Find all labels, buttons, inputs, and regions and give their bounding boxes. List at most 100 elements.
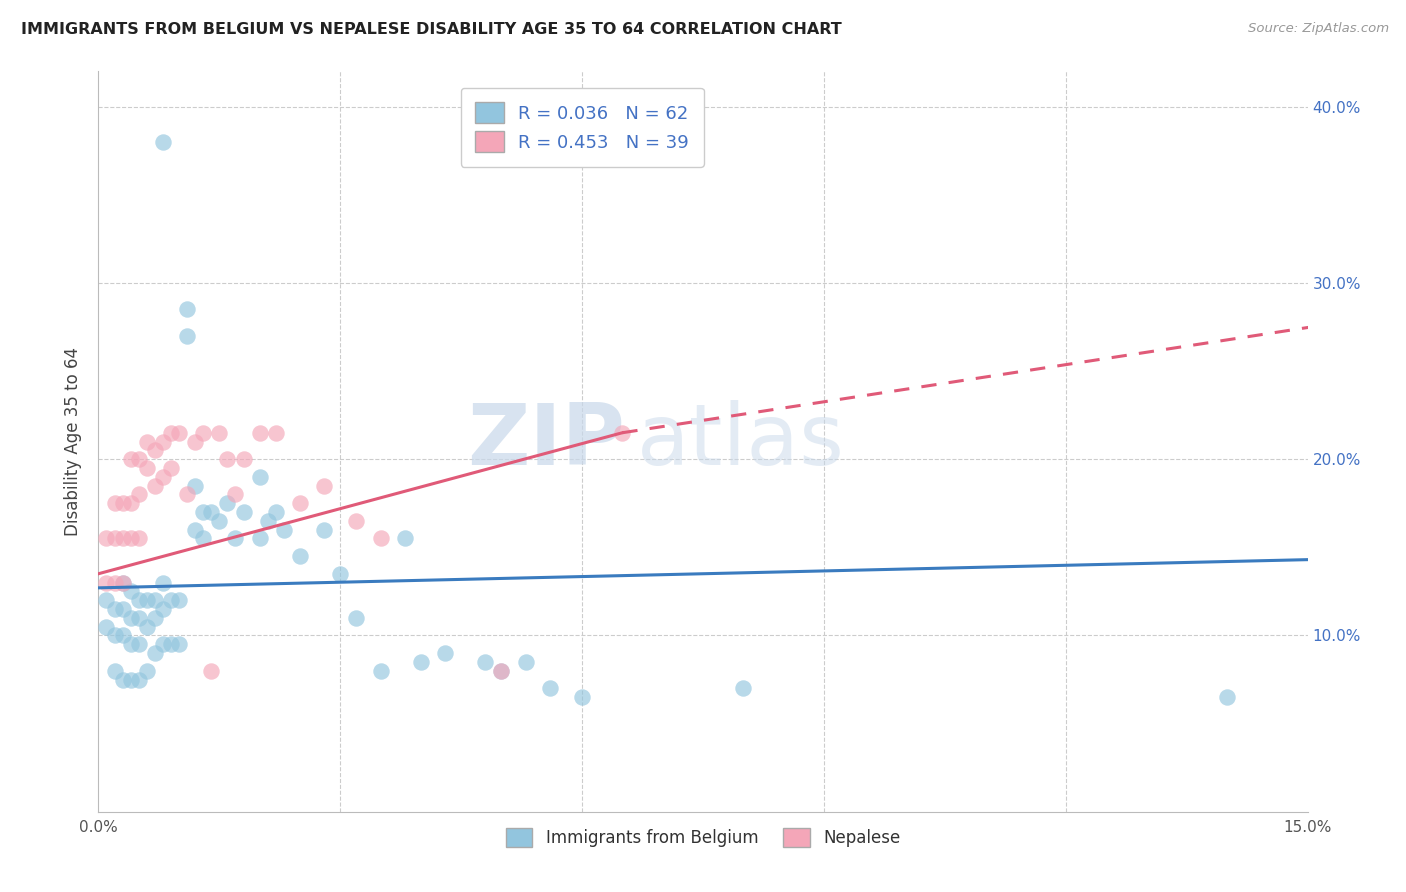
Point xyxy=(273,523,295,537)
Point xyxy=(152,470,174,484)
Point xyxy=(217,496,239,510)
Point xyxy=(224,487,246,501)
Point xyxy=(111,532,134,546)
Point xyxy=(256,514,278,528)
Point xyxy=(249,532,271,546)
Point xyxy=(103,628,125,642)
Point xyxy=(152,637,174,651)
Point xyxy=(314,523,336,537)
Point xyxy=(160,593,183,607)
Point xyxy=(232,452,254,467)
Y-axis label: Disability Age 35 to 64: Disability Age 35 to 64 xyxy=(65,347,83,536)
Point xyxy=(288,496,311,510)
Point xyxy=(176,302,198,317)
Point xyxy=(111,673,134,687)
Point xyxy=(208,425,231,440)
Point xyxy=(232,505,254,519)
Point xyxy=(409,655,432,669)
Point xyxy=(96,593,118,607)
Point xyxy=(111,575,134,590)
Point xyxy=(103,532,125,546)
Point xyxy=(120,584,142,599)
Text: IMMIGRANTS FROM BELGIUM VS NEPALESE DISABILITY AGE 35 TO 64 CORRELATION CHART: IMMIGRANTS FROM BELGIUM VS NEPALESE DISA… xyxy=(21,22,842,37)
Point xyxy=(143,478,166,492)
Point xyxy=(1216,690,1239,705)
Point xyxy=(538,681,561,696)
Point xyxy=(571,690,593,705)
Point xyxy=(143,646,166,660)
Point xyxy=(344,514,367,528)
Point xyxy=(120,496,142,510)
Point xyxy=(128,487,150,501)
Point xyxy=(208,514,231,528)
Point xyxy=(200,505,222,519)
Point xyxy=(152,135,174,149)
Point xyxy=(184,434,207,449)
Point xyxy=(111,602,134,616)
Point xyxy=(264,505,287,519)
Point xyxy=(167,593,190,607)
Point xyxy=(515,655,537,669)
Point xyxy=(434,646,457,660)
Point xyxy=(120,532,142,546)
Legend: Immigrants from Belgium, Nepalese: Immigrants from Belgium, Nepalese xyxy=(498,819,908,855)
Point xyxy=(128,637,150,651)
Point xyxy=(96,532,118,546)
Point xyxy=(249,425,271,440)
Point xyxy=(288,549,311,563)
Point xyxy=(193,505,215,519)
Point xyxy=(160,461,183,475)
Point xyxy=(111,496,134,510)
Point xyxy=(193,425,215,440)
Point xyxy=(152,602,174,616)
Point xyxy=(96,575,118,590)
Point xyxy=(474,655,496,669)
Point xyxy=(167,637,190,651)
Point xyxy=(143,443,166,458)
Point xyxy=(128,532,150,546)
Point xyxy=(176,328,198,343)
Point xyxy=(103,602,125,616)
Point xyxy=(103,664,125,678)
Text: Source: ZipAtlas.com: Source: ZipAtlas.com xyxy=(1249,22,1389,36)
Point xyxy=(103,575,125,590)
Point xyxy=(135,664,157,678)
Point xyxy=(612,425,634,440)
Point xyxy=(200,664,222,678)
Point xyxy=(135,461,157,475)
Point xyxy=(160,425,183,440)
Point xyxy=(120,611,142,625)
Point xyxy=(176,487,198,501)
Point xyxy=(128,593,150,607)
Point xyxy=(491,664,513,678)
Point xyxy=(314,478,336,492)
Point xyxy=(111,628,134,642)
Point xyxy=(120,637,142,651)
Point xyxy=(264,425,287,440)
Point xyxy=(128,452,150,467)
Point xyxy=(128,611,150,625)
Point xyxy=(217,452,239,467)
Point xyxy=(193,532,215,546)
Point xyxy=(249,470,271,484)
Point xyxy=(103,496,125,510)
Point xyxy=(96,619,118,633)
Point xyxy=(394,532,416,546)
Point xyxy=(135,593,157,607)
Point xyxy=(143,593,166,607)
Point xyxy=(111,575,134,590)
Point xyxy=(491,664,513,678)
Point xyxy=(184,478,207,492)
Point xyxy=(152,575,174,590)
Point xyxy=(167,425,190,440)
Point xyxy=(152,434,174,449)
Point xyxy=(370,664,392,678)
Point xyxy=(329,566,352,581)
Point xyxy=(224,532,246,546)
Point xyxy=(160,637,183,651)
Point xyxy=(733,681,755,696)
Point xyxy=(128,673,150,687)
Text: atlas: atlas xyxy=(637,400,845,483)
Point xyxy=(135,619,157,633)
Point xyxy=(344,611,367,625)
